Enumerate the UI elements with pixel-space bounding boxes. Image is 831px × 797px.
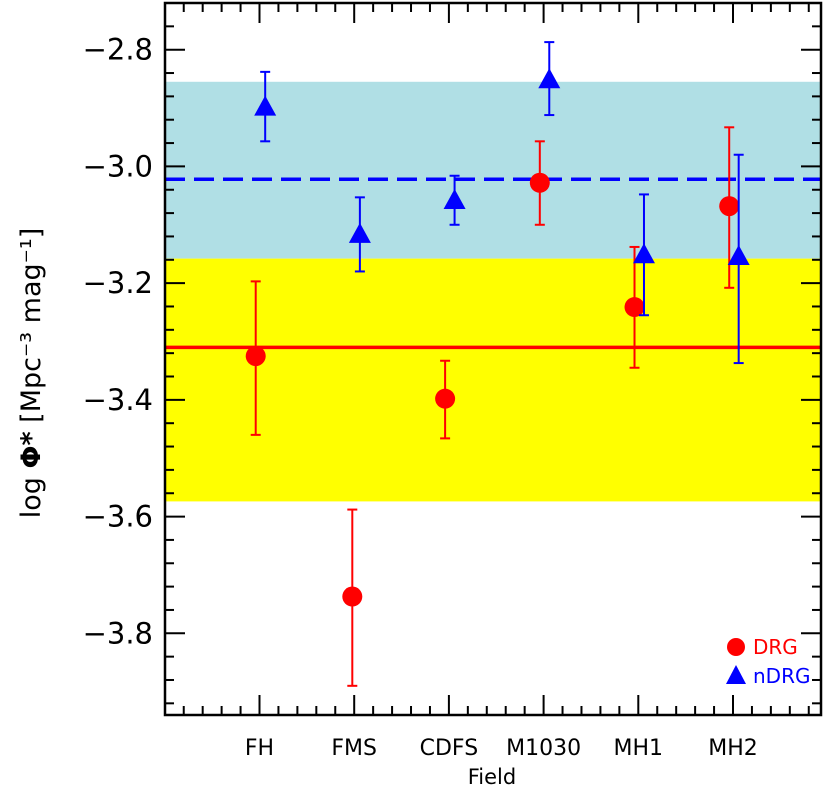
marker-circle-drg [529, 172, 550, 193]
x-tick-label: MH2 [708, 736, 758, 761]
x-tick-label: CDFS [420, 736, 479, 761]
legend-marker-triangle [726, 665, 746, 684]
data-point-ndrg [727, 153, 750, 365]
axes-layer: −2.8 −3.0 −3.2 −3.4 −3.6 −3.8 FH FMS CDFS M1030 MH… [83, 1, 823, 761]
marker-circle-drg [624, 297, 645, 318]
x-tick-label: MH1 [614, 736, 664, 761]
marker-triangle-ndrg [348, 222, 371, 243]
marker-triangle-ndrg [254, 95, 277, 116]
data-point-drg [529, 140, 550, 226]
legend: DRG nDRG [726, 635, 810, 688]
y-axis-title-units: [Mpc⁻³ mag⁻¹] [16, 228, 47, 432]
marker-circle-drg [342, 586, 363, 607]
legend-entry-ndrg: nDRG [726, 664, 810, 688]
marker-triangle-ndrg [632, 243, 655, 264]
y-tick-label: −3.0 [83, 149, 153, 183]
y-tick-label: −2.8 [83, 33, 153, 67]
y-axis-title: log Φ* [Mpc⁻³ mag⁻¹] [16, 228, 47, 518]
marker-triangle-ndrg [727, 245, 750, 266]
x-axis-title: Field [468, 765, 516, 789]
data-point-ndrg [348, 196, 371, 273]
y-axis-title-phi: Φ* [16, 431, 47, 468]
x-tick-label: FMS [331, 736, 377, 761]
legend-entry-drg: DRG [727, 635, 798, 659]
reference-lines-layer [165, 177, 821, 350]
x-tick-label: M1030 [506, 736, 581, 761]
marker-triangle-ndrg [443, 189, 466, 210]
data-point-drg [624, 245, 645, 369]
marker-circle-drg [719, 196, 740, 217]
legend-label: DRG [753, 635, 798, 659]
data-point-ndrg [632, 193, 655, 317]
data-point-drg [719, 126, 740, 289]
y-axis-title-prefix: log [16, 468, 47, 518]
y-tick-label: −3.8 [83, 616, 153, 650]
y-tick-label: −3.6 [83, 500, 153, 534]
data-point-drg [245, 280, 266, 436]
legend-label: nDRG [753, 664, 810, 688]
marker-circle-drg [435, 388, 456, 409]
y-tick-label: −3.4 [83, 383, 153, 417]
plot-frame [163, 1, 823, 717]
data-point-drg [435, 359, 456, 440]
data-point-ndrg [443, 174, 466, 226]
marker-circle-drg [245, 346, 266, 367]
y-tick-label: −3.2 [83, 266, 153, 300]
legend-marker-circle [727, 638, 745, 656]
band-0 [165, 81, 821, 259]
data-layer [245, 41, 750, 687]
data-point-ndrg [538, 41, 561, 117]
data-point-drg [342, 508, 363, 687]
bands-layer [165, 81, 821, 502]
marker-triangle-ndrg [538, 68, 561, 89]
x-tick-label: FH [245, 736, 274, 761]
data-point-ndrg [254, 70, 277, 143]
band-1 [165, 258, 821, 502]
